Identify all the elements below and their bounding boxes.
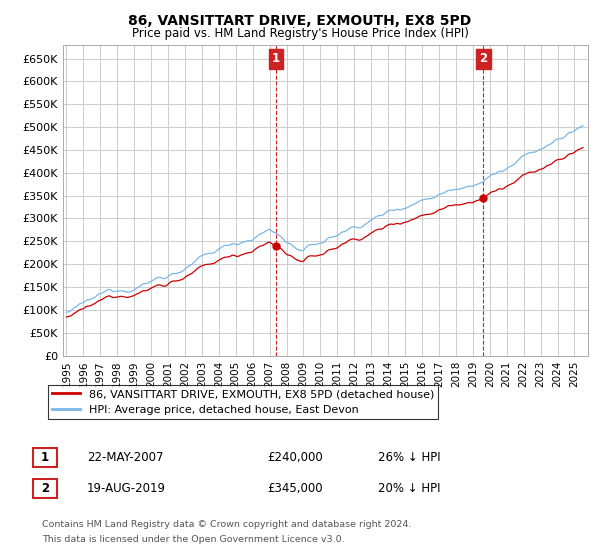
Text: 1: 1 <box>272 52 280 66</box>
Text: 1: 1 <box>41 451 49 464</box>
Text: 86, VANSITTART DRIVE, EXMOUTH, EX8 5PD: 86, VANSITTART DRIVE, EXMOUTH, EX8 5PD <box>128 14 472 28</box>
Text: This data is licensed under the Open Government Licence v3.0.: This data is licensed under the Open Gov… <box>42 535 344 544</box>
Text: 20% ↓ HPI: 20% ↓ HPI <box>378 482 440 495</box>
Text: £240,000: £240,000 <box>267 451 323 464</box>
Text: 22-MAY-2007: 22-MAY-2007 <box>87 451 163 464</box>
Text: 26% ↓ HPI: 26% ↓ HPI <box>378 451 440 464</box>
Legend: 86, VANSITTART DRIVE, EXMOUTH, EX8 5PD (detached house), HPI: Average price, det: 86, VANSITTART DRIVE, EXMOUTH, EX8 5PD (… <box>47 385 439 419</box>
Text: Price paid vs. HM Land Registry's House Price Index (HPI): Price paid vs. HM Land Registry's House … <box>131 27 469 40</box>
Text: 19-AUG-2019: 19-AUG-2019 <box>87 482 166 495</box>
FancyBboxPatch shape <box>33 479 57 498</box>
Text: Contains HM Land Registry data © Crown copyright and database right 2024.: Contains HM Land Registry data © Crown c… <box>42 520 412 529</box>
Text: 2: 2 <box>41 482 49 495</box>
FancyBboxPatch shape <box>33 448 57 467</box>
Text: £345,000: £345,000 <box>267 482 323 495</box>
Text: 2: 2 <box>479 52 487 66</box>
